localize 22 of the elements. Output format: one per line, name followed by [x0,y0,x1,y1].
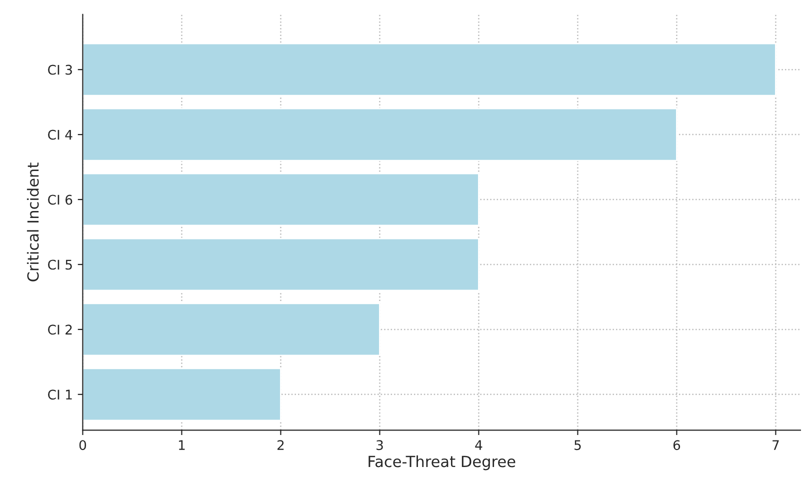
x-tick-label: 3 [376,440,383,450]
y-tick-label: CI 5 [48,260,72,270]
bar [82,368,282,422]
y-tick-label: CI 6 [48,194,72,205]
y-tick-label: CI 2 [48,324,72,335]
x-tick-label: 7 [772,440,779,450]
x-axis-title: Face-Threat Degree [368,455,516,470]
bar [82,238,480,292]
y-tick-label: CI 1 [48,390,72,400]
y-tick-label: CI 4 [48,130,72,140]
bar [82,108,678,162]
bar [82,172,480,226]
y-tick-label: CI 3 [48,64,72,75]
y-axis-title: Critical Incident [26,162,39,282]
bar [82,42,776,96]
x-tick-label: 6 [673,440,680,450]
bar [82,302,380,356]
x-tick-label: 1 [178,440,185,450]
x-tick-label: 4 [475,440,482,450]
x-tick-label: 5 [574,440,581,450]
x-tick-label: 0 [79,440,86,450]
x-tick-label: 2 [277,440,284,450]
